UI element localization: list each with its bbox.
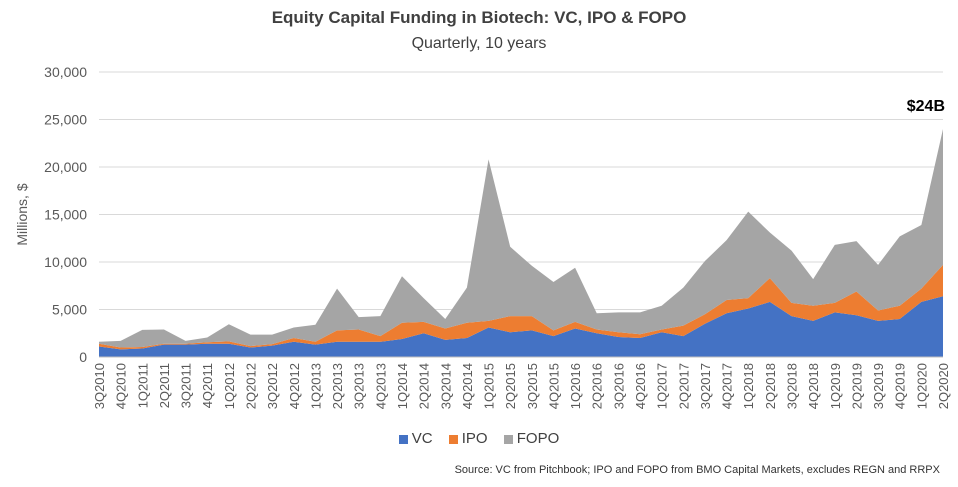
x-tick-label: 1Q2015 (482, 363, 497, 409)
x-tick-label: 1Q2018 (741, 363, 756, 409)
y-tick-label: 25,000 (44, 112, 87, 128)
x-tick-label: 1Q2020 (914, 363, 929, 409)
y-tick-label: 20,000 (44, 159, 87, 175)
x-tick-label: 1Q2017 (655, 363, 670, 409)
y-tick-label: 5,000 (52, 302, 87, 318)
legend-label-ipo: IPO (461, 430, 488, 447)
legend: VC IPO FOPO (0, 430, 958, 447)
x-tick-label: 2Q2020 (936, 363, 951, 409)
x-tick-label: 3Q2012 (265, 363, 280, 409)
x-tick-label: 3Q2011 (179, 363, 194, 408)
x-tick-label: 1Q2016 (568, 363, 583, 409)
x-tick-label: 1Q2011 (135, 363, 150, 408)
x-tick-label: 3Q2015 (525, 363, 540, 409)
chart-subtitle: Quarterly, 10 years (411, 35, 547, 52)
x-tick-label: 2Q2015 (503, 363, 518, 409)
legend-swatch-ipo (448, 434, 458, 444)
x-tick-label: 2Q2017 (676, 363, 691, 409)
x-tick-label: 3Q2016 (611, 363, 626, 409)
x-tick-label: 4Q2019 (893, 363, 908, 409)
x-tick-label: 1Q2019 (828, 363, 843, 409)
x-tick-label: 2Q2013 (330, 363, 345, 409)
x-tick-label: 4Q2010 (114, 363, 129, 409)
legend-item-vc: VC (398, 430, 433, 447)
x-tick-label: 3Q2017 (698, 363, 713, 409)
y-axis-label: Millions, $ (14, 183, 30, 245)
x-tick-label: 3Q2019 (871, 363, 886, 409)
x-tick-label: 3Q2013 (352, 363, 367, 409)
legend-swatch-fopo (503, 434, 513, 444)
x-tick-label: 4Q2014 (460, 363, 475, 409)
x-tick-label: 4Q2011 (200, 363, 215, 408)
x-tick-label: 3Q2010 (92, 363, 107, 409)
source-note: Source: VC from Pitchbook; IPO and FOPO … (454, 464, 940, 476)
x-tick-label: 1Q2012 (222, 363, 237, 409)
x-tick-label: 4Q2016 (633, 363, 648, 409)
x-tick-label: 2Q2016 (590, 363, 605, 409)
x-tick-label: 2Q2019 (849, 363, 864, 409)
chart-title: Equity Capital Funding in Biotech: VC, I… (271, 8, 687, 27)
x-tick-label: 4Q2017 (720, 363, 735, 409)
legend-swatch-vc (398, 434, 408, 444)
legend-item-fopo: FOPO (503, 430, 560, 447)
x-tick-label: 1Q2013 (308, 363, 323, 409)
x-tick-label: 1Q2014 (395, 363, 410, 409)
x-tick-label: 2Q2011 (157, 363, 172, 408)
y-tick-label: 10,000 (44, 254, 87, 270)
x-tick-label: 3Q2018 (785, 363, 800, 409)
x-tick-label: 3Q2014 (438, 363, 453, 409)
x-tick-label: 4Q2015 (546, 363, 561, 409)
x-tick-label: 2Q2018 (763, 363, 778, 409)
legend-label-vc: VC (411, 430, 433, 447)
x-tick-label: 2Q2012 (243, 363, 258, 409)
area-fopo (99, 129, 943, 348)
y-tick-label: 0 (79, 349, 87, 365)
total-annotation: $24B (907, 98, 945, 115)
x-tick-label: 4Q2018 (806, 363, 821, 409)
y-tick-label: 30,000 (44, 64, 87, 80)
legend-label-fopo: FOPO (516, 430, 560, 447)
y-tick-label: 15,000 (44, 207, 87, 223)
x-tick-label: 4Q2012 (287, 363, 302, 409)
area-vc (99, 296, 943, 357)
x-tick-label: 2Q2014 (417, 363, 432, 409)
legend-item-ipo: IPO (448, 430, 488, 447)
x-tick-label: 4Q2013 (373, 363, 388, 409)
